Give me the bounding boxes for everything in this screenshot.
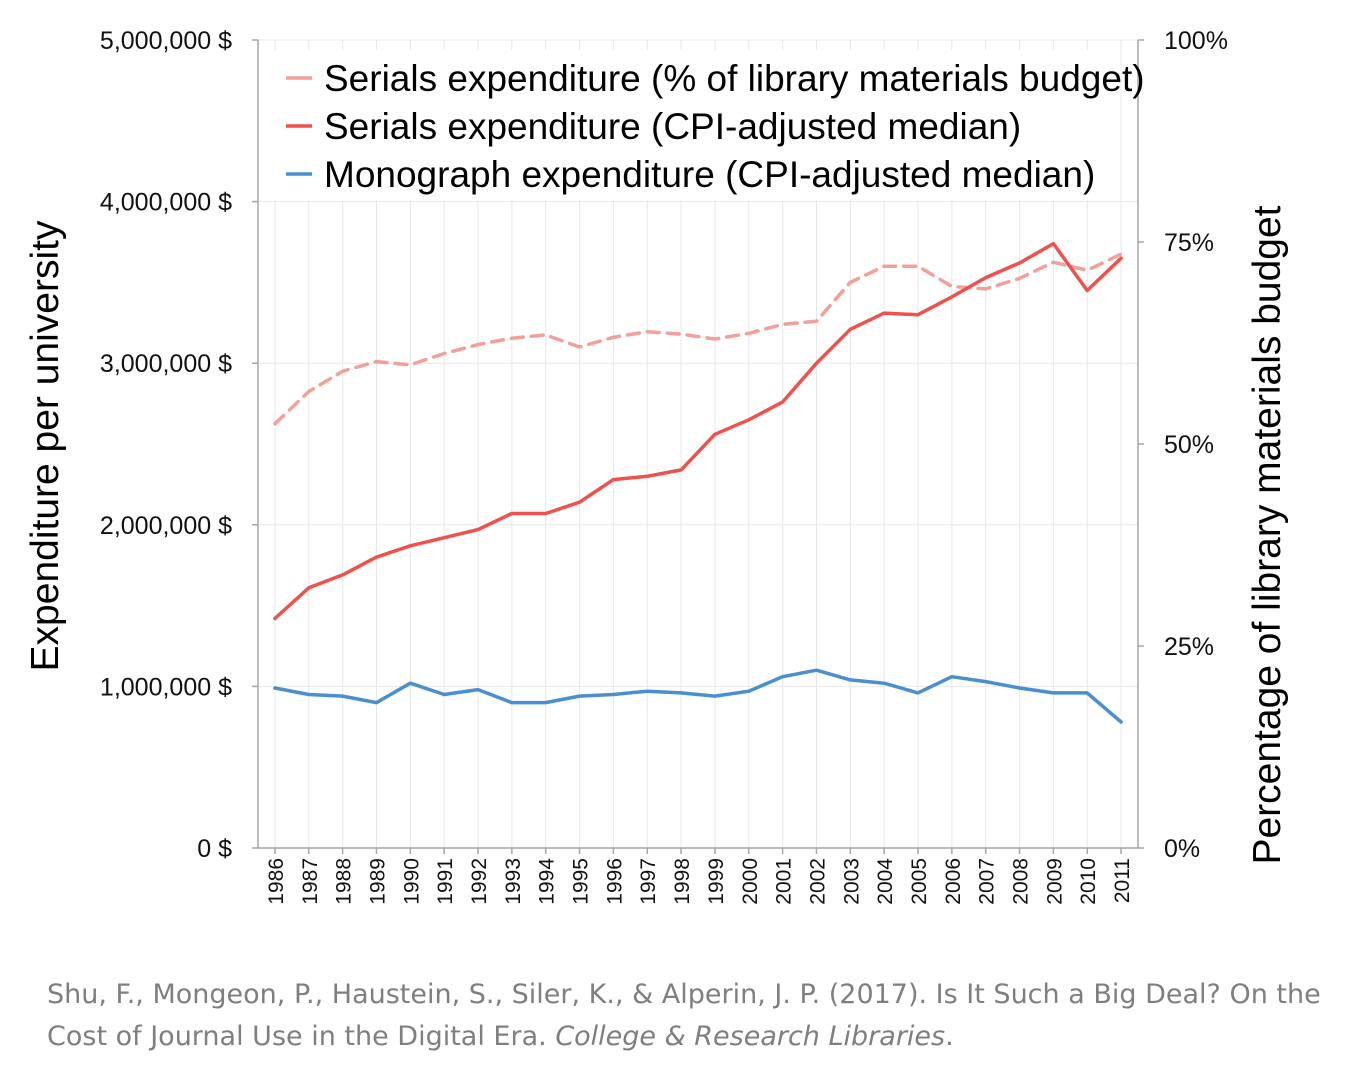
x-tick-label: 1991	[434, 858, 457, 905]
x-tick-label: 1997	[637, 858, 660, 905]
x-tick-label: 2004	[874, 858, 897, 905]
x-tick-label: 2010	[1077, 858, 1100, 905]
x-tick-label: 2011	[1111, 858, 1134, 903]
x-tick-label: 2008	[1010, 858, 1033, 905]
x-tick-label: 2006	[942, 858, 965, 905]
chart: 0 $ 1,000,000 $ 2,000,000 $ 3,000,000 $ 4,00…	[24, 27, 1289, 905]
legend-label: Monograph expenditure (CPI-adjusted medi…	[324, 154, 1095, 195]
x-tick-label: 2001	[773, 858, 796, 905]
y-tick-label-right: 75%	[1164, 229, 1214, 257]
y-tick-label-left: 2,000,000 $	[100, 512, 232, 540]
x-tick-label: 1988	[333, 858, 356, 905]
series-line	[273, 252, 1123, 426]
y-tick-label-left: 4,000,000 $	[100, 189, 232, 217]
x-tick-label: 1990	[400, 858, 423, 905]
y-tick-label-right: 50%	[1164, 431, 1214, 459]
legend-label: Serials expenditure (% of library materi…	[324, 58, 1145, 99]
series-line	[273, 668, 1123, 724]
x-tick-label: 1999	[705, 858, 728, 905]
x-tick-label: 1994	[536, 858, 559, 905]
legend-background	[268, 50, 1120, 200]
legend-label: Serials expenditure (CPI-adjusted median…	[324, 106, 1021, 147]
x-tick-label: 1993	[502, 858, 525, 905]
y-tick-label-right: 0%	[1164, 835, 1200, 863]
x-tick-label: 1996	[603, 858, 626, 905]
y-axis-title-left: Expenditure per university	[24, 220, 67, 671]
axes: 0 $ 1,000,000 $ 2,000,000 $ 3,000,000 $ 4,00…	[24, 27, 1289, 905]
y-tick-label-left: 0 $	[197, 835, 232, 863]
y-tick-label-left: 3,000,000 $	[100, 350, 232, 378]
y-tick-label-left: 1,000,000 $	[100, 673, 232, 701]
citation-text: Shu, F., Mongeon, P., Haustein, S., Sile…	[47, 979, 1321, 1052]
x-tick-label: 1998	[671, 858, 694, 905]
x-tick-label: 1992	[468, 858, 491, 905]
x-tick-label: 2005	[908, 858, 931, 905]
series-line	[273, 241, 1123, 621]
series-lines	[273, 241, 1123, 724]
legend: Serials expenditure (% of library materi…	[268, 50, 1145, 200]
citation-end: .	[945, 1021, 954, 1052]
x-tick-label: 2009	[1043, 858, 1066, 905]
x-tick-label: 2003	[840, 858, 863, 905]
x-tick-label: 2000	[739, 858, 762, 905]
citation: Shu, F., Mongeon, P., Haustein, S., Sile…	[47, 974, 1327, 1058]
x-tick-label: 1989	[366, 858, 389, 905]
x-tick-label: 1995	[570, 858, 593, 905]
citation-journal: College & Research Libraries	[555, 1021, 946, 1052]
y-axis-title-right: Percentage of library materials budget	[1246, 205, 1289, 864]
x-tick-label: 2002	[806, 858, 829, 905]
y-tick-label-left: 5,000,000 $	[100, 27, 232, 55]
y-tick-label-right: 25%	[1164, 633, 1214, 661]
x-tick-label: 2007	[976, 858, 999, 905]
x-tick-label: 1987	[299, 858, 322, 905]
y-tick-label-right: 100%	[1164, 27, 1228, 55]
x-tick-label: 1986	[265, 858, 288, 905]
